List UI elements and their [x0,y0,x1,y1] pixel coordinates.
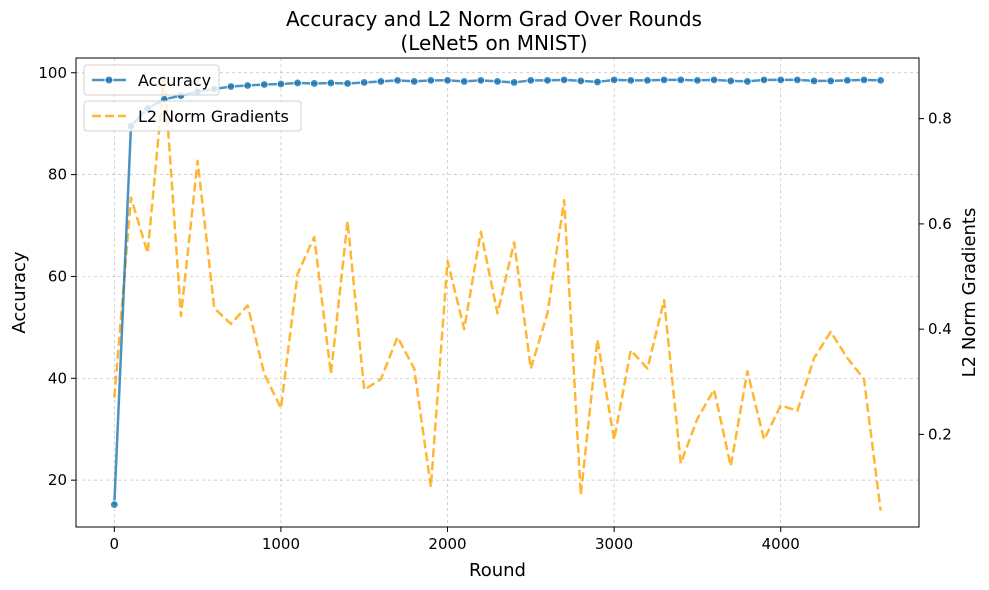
accuracy-point [293,78,302,88]
accuracy-point [659,75,669,85]
accuracy-point [676,75,685,85]
left-y-axis-label: Accuracy [9,251,30,334]
accuracy-point [426,76,436,85]
accuracy-point [226,82,236,91]
legend-l2-norm-label: L2 Norm Gradients [138,107,289,126]
grid [76,58,919,527]
accuracy-point [310,79,319,88]
x-axis-label: Round [469,560,526,581]
accuracy-point [509,78,519,87]
x-tick-label: 2000 [428,535,466,553]
x-axis-ticks: 0 1000 2000 3000 4000 [110,527,800,553]
legend-l2-norm: L2 Norm Gradients [83,100,302,132]
accuracy-point [376,77,386,86]
accuracy-point [693,76,702,85]
left-y-tick-label: 20 [48,471,67,489]
series-line-l2-norm-gradients [113,72,882,511]
left-y-tick-label: 100 [38,64,67,82]
chart-title-line2: (LeNet5 on MNIST) [400,31,587,55]
accuracy-point [876,76,885,85]
accuracy-point [326,78,336,88]
accuracy-point [576,76,586,86]
accuracy-point [493,77,502,86]
accuracy-point [809,76,819,86]
accuracy-point [643,76,652,85]
accuracy-point [793,75,802,85]
accuracy-point [626,76,635,85]
accuracy-point [343,79,352,88]
accuracy-point [609,75,619,85]
x-tick-label: 4000 [762,535,800,553]
legend-accuracy-marker [104,75,114,85]
legend-accuracy-label: Accuracy [138,71,211,90]
right-y-axis-ticks: 0.2 0.4 0.6 0.8 [919,110,952,443]
right-y-tick-label: 0.8 [928,110,952,128]
accuracy-point [276,79,286,89]
accuracy-point [409,77,419,86]
x-tick-label: 0 [110,535,120,553]
accuracy-point [559,75,569,85]
accuracy-point [543,76,552,85]
plot-frame [75,57,920,528]
accuracy-point [743,77,752,86]
x-tick-label: 1000 [262,535,300,553]
accuracy-point [393,76,402,85]
accuracy-point [110,500,119,509]
right-y-tick-label: 0.6 [928,215,952,233]
x-tick-label: 3000 [595,535,633,553]
legend-accuracy: Accuracy [83,64,220,96]
accuracy-point [709,75,719,85]
right-y-axis-label: L2 Norm Gradients [959,208,980,378]
chart-title-line1: Accuracy and L2 Norm Grad Over Rounds [286,7,702,31]
accuracy-point [759,75,769,85]
right-y-tick-label: 0.2 [928,425,952,443]
accuracy-point [459,77,469,86]
legend-l2-norm-box [83,100,302,132]
legend-accuracy-box [83,64,220,96]
right-y-tick-label: 0.4 [928,320,952,338]
accuracy-point [843,76,852,85]
accuracy-point [726,76,735,86]
accuracy-point [776,75,785,85]
accuracy-point [243,81,252,90]
left-y-tick-label: 60 [48,267,67,285]
accuracy-point [360,78,369,87]
accuracy-point [443,76,452,85]
accuracy-point [859,75,869,85]
accuracy-point [826,76,835,86]
left-y-axis-ticks: 20 40 60 80 100 [38,64,76,489]
accuracy-point [260,80,269,89]
accuracy-point [476,76,486,85]
left-y-tick-label: 40 [48,369,67,387]
accuracy-point [526,76,536,85]
accuracy-point [593,77,602,87]
left-y-tick-label: 80 [48,166,67,184]
